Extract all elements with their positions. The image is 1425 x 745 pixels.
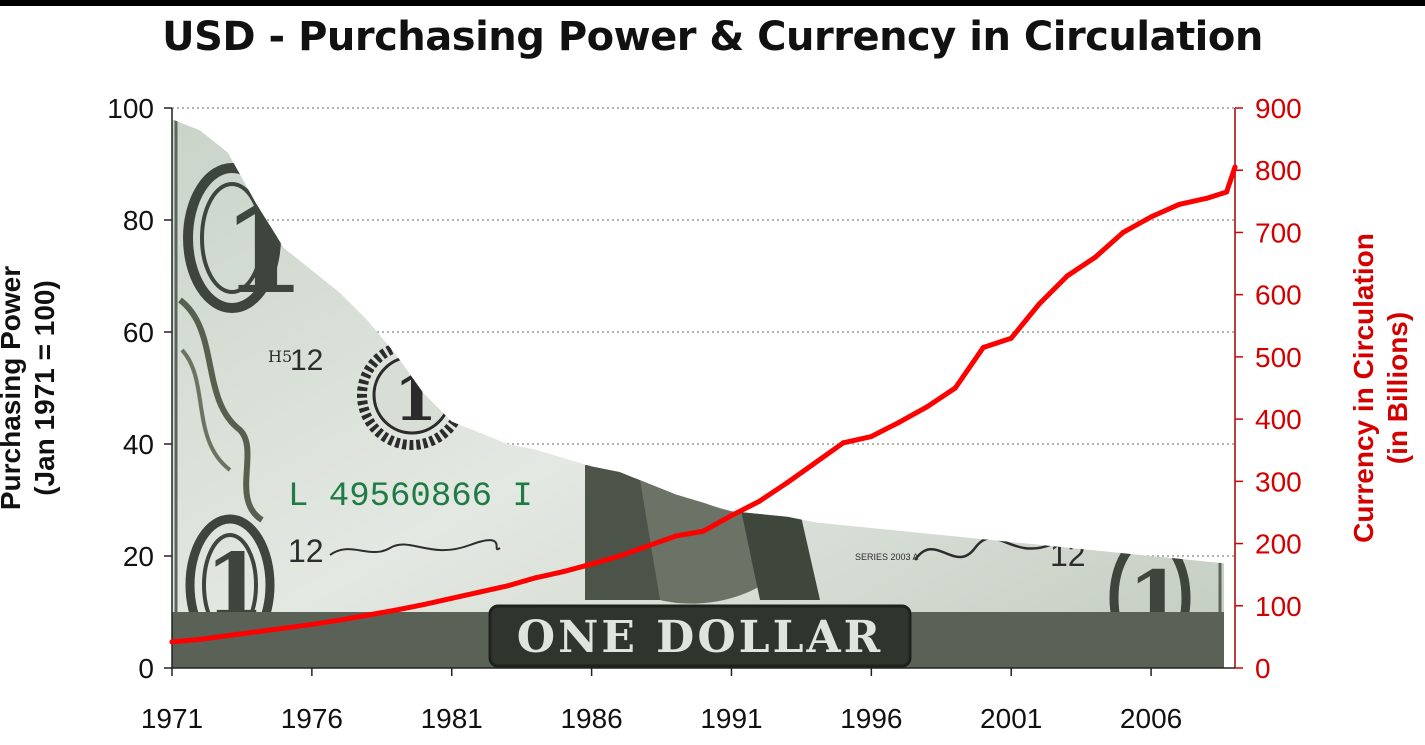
currency-data-point bbox=[365, 612, 371, 618]
bill-digit-one-top-left: 1 bbox=[222, 180, 306, 321]
x-tick-label: 1981 bbox=[421, 703, 483, 734]
currency-data-point bbox=[1092, 254, 1098, 260]
currency-data-point bbox=[1204, 195, 1210, 201]
currency-data-point bbox=[840, 440, 846, 446]
currency-in-circulation-line bbox=[169, 164, 1238, 645]
currency-data-point bbox=[673, 533, 679, 539]
currency-data-point bbox=[645, 543, 651, 549]
bill-scrollwork bbox=[180, 348, 232, 472]
currency-data-point bbox=[561, 569, 567, 575]
y-left-tick-label: 80 bbox=[123, 205, 154, 236]
chart-title: USD - Purchasing Power & Currency in Cir… bbox=[162, 14, 1263, 60]
currency-data-point bbox=[449, 595, 455, 601]
y-left-tick-label: 100 bbox=[107, 93, 154, 124]
currency-data-point bbox=[281, 625, 287, 631]
svg-text:1: 1 bbox=[394, 362, 437, 435]
currency-data-point bbox=[309, 621, 315, 627]
currency-data-point bbox=[1176, 201, 1182, 207]
currency-data-point bbox=[253, 629, 259, 635]
y-left-tick-label: 20 bbox=[123, 541, 154, 572]
y-axis-right-ticks: 0 100 200 300 400 500 600 700 800 900 bbox=[1235, 93, 1302, 684]
currency-data-point bbox=[1120, 229, 1126, 235]
bill-signature-left bbox=[329, 539, 501, 556]
x-tick-label: 2006 bbox=[1120, 703, 1182, 734]
currency-data-point bbox=[197, 636, 203, 642]
y-right-tick-label: 0 bbox=[1255, 653, 1271, 684]
currency-data-point bbox=[169, 639, 175, 645]
bill-portrait bbox=[585, 465, 820, 604]
x-axis-ticks: 1971 1976 1981 1986 1991 1996 2001 2006 bbox=[141, 668, 1182, 734]
bill-number-twelve-lower: 12 bbox=[288, 533, 324, 569]
y-axis-right-title-line1: Currency in Circulation bbox=[1348, 233, 1379, 543]
y-axis-left-title-line2: (Jan 1971 = 100) bbox=[29, 280, 60, 496]
y-right-tick-label: 100 bbox=[1255, 591, 1302, 622]
currency-data-point bbox=[421, 602, 427, 608]
y-right-tick-label: 700 bbox=[1255, 217, 1302, 248]
x-tick-label: 1986 bbox=[560, 703, 622, 734]
currency-data-point bbox=[225, 633, 231, 639]
y-right-tick-label: 800 bbox=[1255, 155, 1302, 186]
currency-data-point bbox=[1224, 189, 1230, 195]
currency-data-point bbox=[868, 434, 874, 440]
bill-scrollwork bbox=[178, 297, 264, 523]
currency-data-point bbox=[952, 385, 958, 391]
currency-data-point bbox=[980, 345, 986, 351]
bill-series-text: SERIES 2003 A bbox=[855, 552, 919, 562]
x-tick-label: 1991 bbox=[700, 703, 762, 734]
currency-data-point bbox=[728, 513, 734, 519]
bill-bank-code: H5 bbox=[268, 347, 292, 366]
currency-data-point bbox=[1036, 301, 1042, 307]
y-right-tick-label: 900 bbox=[1255, 93, 1302, 124]
currency-data-point bbox=[924, 404, 930, 410]
top-border bbox=[0, 0, 1425, 6]
currency-data-point bbox=[896, 419, 902, 425]
currency-data-point bbox=[812, 460, 818, 466]
currency-data-point bbox=[393, 607, 399, 613]
currency-data-point bbox=[477, 589, 483, 595]
y-axis-left-title-line1: Purchasing Power bbox=[0, 266, 26, 510]
currency-data-point bbox=[1064, 273, 1070, 279]
x-tick-label: 1996 bbox=[840, 703, 902, 734]
purchasing-power-area: 1 1 1 H5 12 L 49560866 I 12 SERIES 2003 … bbox=[172, 119, 1224, 668]
y-right-tick-label: 200 bbox=[1255, 529, 1302, 560]
currency-data-point bbox=[756, 498, 762, 504]
bill-signature-right bbox=[913, 536, 1051, 561]
currency-data-point bbox=[784, 480, 790, 486]
bill-one-dollar-panel bbox=[488, 604, 912, 668]
bill-number-twelve: 12 bbox=[290, 344, 323, 377]
y-axis-left-ticks: 0 20 40 60 80 100 bbox=[107, 93, 172, 684]
x-tick-label: 1976 bbox=[281, 703, 343, 734]
x-tick-label: 2001 bbox=[980, 703, 1042, 734]
y-right-tick-label: 500 bbox=[1255, 342, 1302, 373]
y-right-tick-label: 300 bbox=[1255, 466, 1302, 497]
currency-data-point bbox=[1232, 164, 1238, 170]
bill-serial-number: L 49560866 I bbox=[288, 478, 533, 516]
currency-data-point bbox=[533, 575, 539, 581]
currency-data-point bbox=[505, 583, 511, 589]
bill-corner-ornament-top-left bbox=[183, 163, 281, 313]
y-right-tick-label: 400 bbox=[1255, 404, 1302, 435]
y-right-tick-label: 600 bbox=[1255, 280, 1302, 311]
y-axis-right-title-line2: (in Billions) bbox=[1382, 312, 1413, 464]
bill-one-dollar-text: ONE DOLLAR bbox=[517, 612, 883, 663]
bill-number-twelve-right: 12 bbox=[1050, 537, 1086, 573]
y-left-tick-label: 60 bbox=[123, 317, 154, 348]
currency-data-point bbox=[1148, 214, 1154, 220]
currency-data-point bbox=[589, 561, 595, 567]
currency-data-point bbox=[337, 617, 343, 623]
currency-data-point bbox=[1008, 335, 1014, 341]
currency-data-point bbox=[701, 528, 706, 534]
y-left-tick-label: 40 bbox=[123, 429, 154, 460]
currency-data-point bbox=[617, 553, 623, 559]
x-tick-label: 1971 bbox=[141, 703, 203, 734]
currency-points bbox=[169, 164, 1238, 645]
y-left-tick-label: 0 bbox=[138, 653, 154, 684]
